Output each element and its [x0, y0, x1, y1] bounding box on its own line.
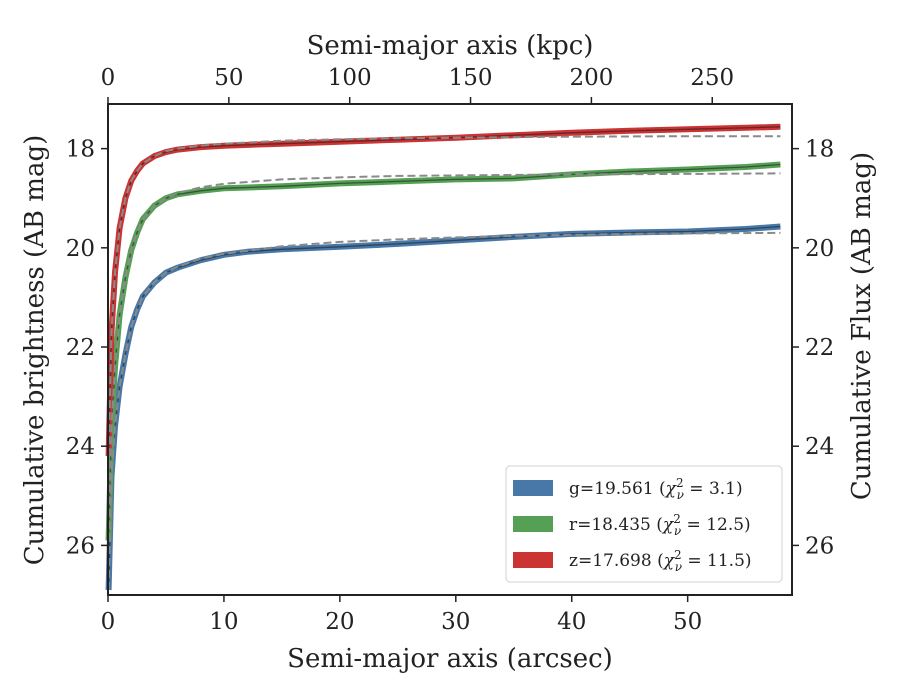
- right-tick-label: 22: [805, 335, 834, 361]
- top-tick-label: 200: [569, 65, 613, 91]
- plot-frame: [107, 103, 793, 596]
- data-layer: [105, 123, 781, 591]
- legend-label-1: g=19.561 (χ2 ν = 3.1): [569, 476, 743, 502]
- y-tick-label: 20: [66, 236, 95, 262]
- y-axis-label: Cumulative brightness (AB mag): [20, 135, 50, 566]
- fit-line-3: [107, 135, 781, 457]
- top-tick-label: 50: [214, 65, 243, 91]
- right-tick-label: 20: [805, 236, 834, 262]
- x-tick-label: 10: [209, 609, 238, 635]
- legend-swatch-1: [513, 480, 553, 496]
- y-tick-label: 18: [66, 137, 95, 163]
- top-axis-label: Semi-major axis (kpc): [307, 31, 594, 61]
- top-tick-label: 150: [449, 65, 493, 91]
- y-tick-label: 24: [66, 434, 95, 460]
- right-axis-label: Cumulative Flux (AB mag): [847, 152, 877, 500]
- x-axis-label: Semi-major axis (arcsec): [287, 644, 613, 674]
- top-tick-label: 250: [690, 65, 734, 91]
- legend: g=19.561 (χ2 ν = 3.1) r=18.435 (χ2 ν = 12.5…: [505, 465, 783, 583]
- legend-swatch-3: [513, 552, 553, 568]
- right-tick-label: 18: [805, 137, 834, 163]
- legend-box: [505, 465, 783, 583]
- x-tick-label: 20: [325, 609, 354, 635]
- x-tick-label: 50: [673, 609, 702, 635]
- legend-label-2: r=18.435 (χ2 ν = 12.5): [569, 512, 751, 538]
- y-tick-label: 22: [66, 335, 95, 361]
- x-tick-label: 40: [557, 609, 586, 635]
- fit-line-2: [107, 172, 781, 541]
- legend-swatch-2: [513, 516, 553, 532]
- fit-line-1: [107, 231, 781, 591]
- top-tick-label: 0: [101, 65, 116, 91]
- ticks-layer: 0 10 20 30 40 50 0 50 100 150 200 250 18 18 20 20 22 22 24…: [66, 65, 835, 635]
- series-core-line-3: [107, 126, 781, 457]
- x-tick-label: 0: [101, 609, 116, 635]
- legend-label-3: z=17.698 (χ2 ν = 11.5): [569, 548, 752, 574]
- top-tick-label: 100: [328, 65, 372, 91]
- right-tick-label: 24: [805, 434, 834, 460]
- x-tick-label: 30: [441, 609, 470, 635]
- right-tick-label: 26: [805, 533, 834, 559]
- y-tick-label: 26: [66, 533, 95, 559]
